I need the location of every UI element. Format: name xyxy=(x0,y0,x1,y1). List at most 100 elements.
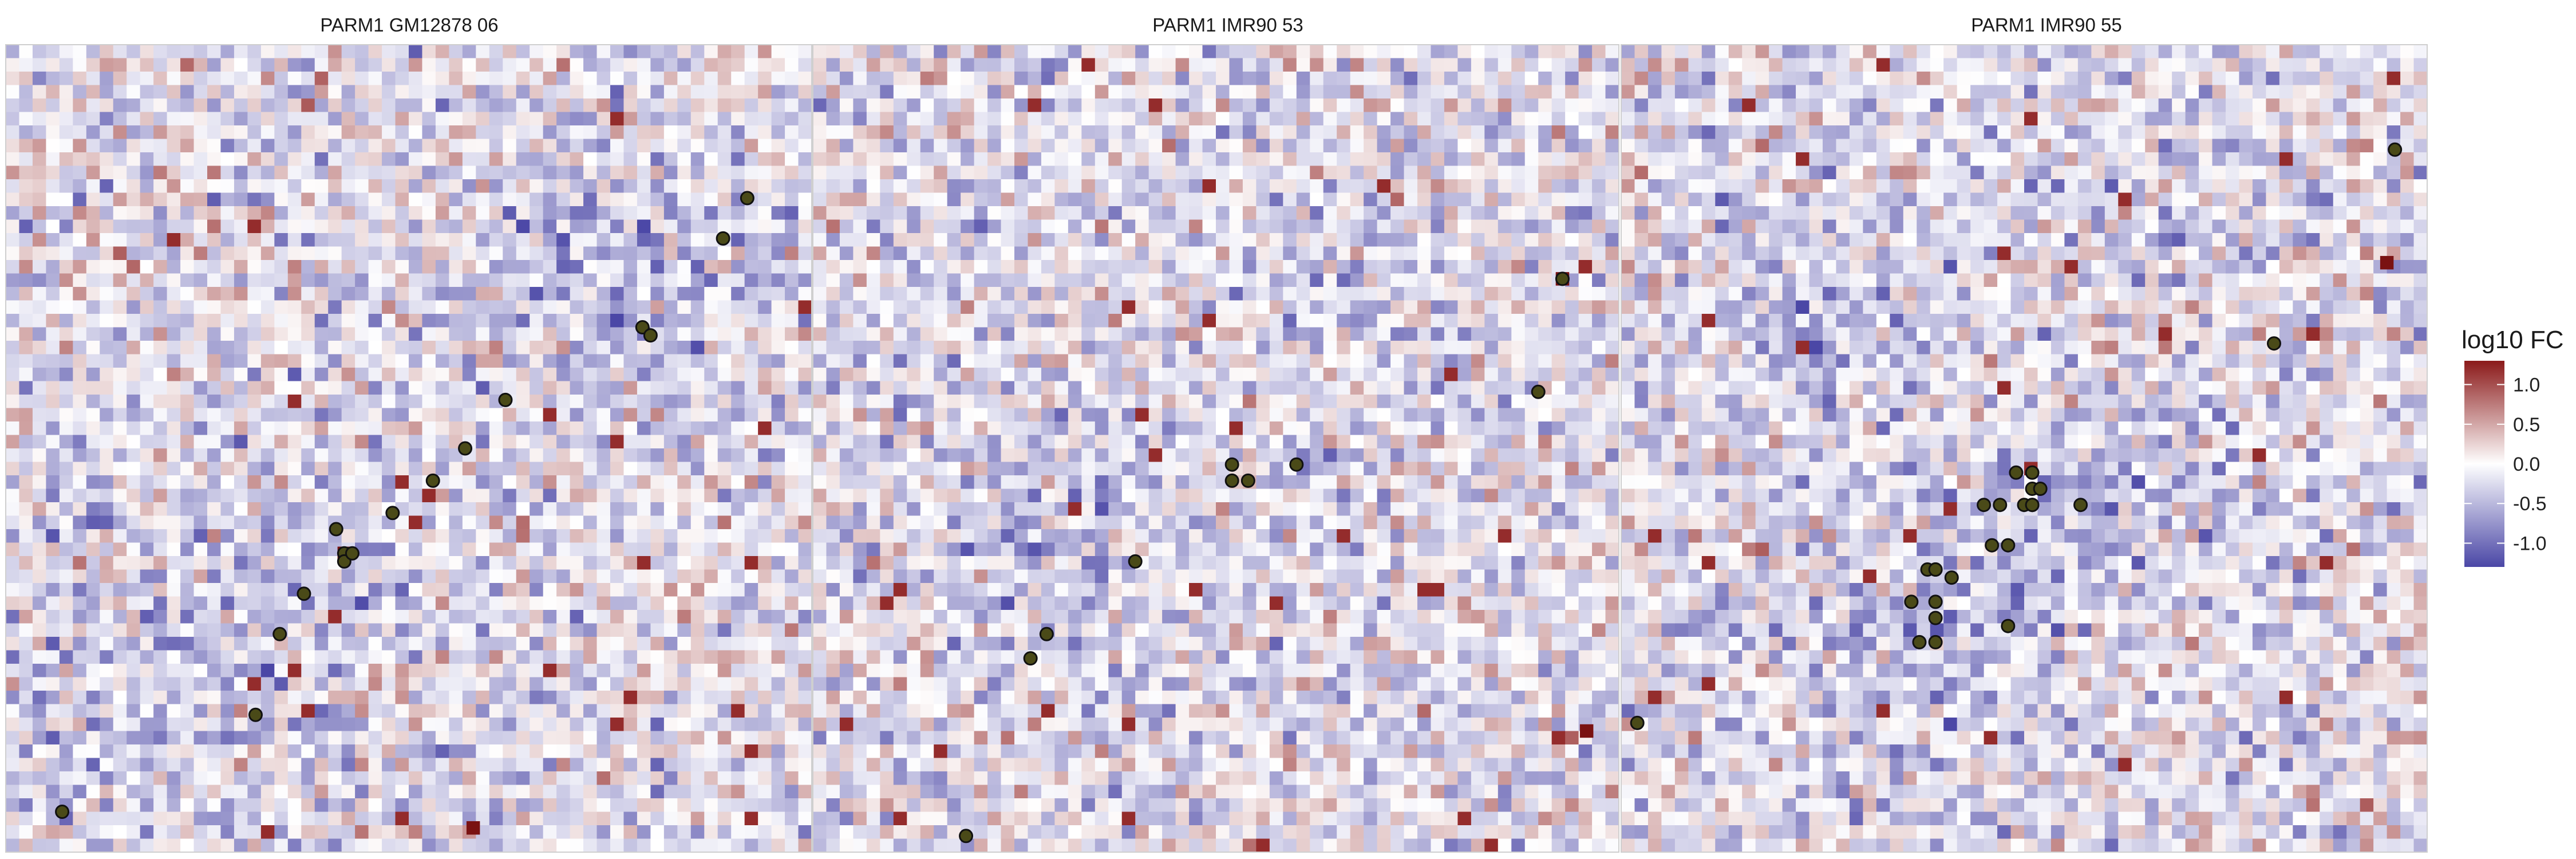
heatmap-cell xyxy=(717,219,732,234)
heatmap-cell xyxy=(6,475,20,490)
heatmap-cell xyxy=(140,825,154,840)
heatmap-cell xyxy=(382,192,396,207)
heatmap-cell xyxy=(73,341,87,355)
heatmap-cell xyxy=(1337,98,1351,113)
heatmap-cell xyxy=(556,354,571,368)
heatmap-cell xyxy=(503,556,517,570)
heatmap-cell xyxy=(961,125,975,140)
heatmap-cell xyxy=(193,664,208,678)
heatmap-cell xyxy=(907,85,921,99)
heatmap-cell xyxy=(153,327,168,341)
heatmap-cell xyxy=(798,287,812,301)
heatmap-cell xyxy=(462,139,476,153)
heatmap-cell xyxy=(853,179,867,194)
heatmap-cell xyxy=(530,166,544,180)
heatmap-cell xyxy=(1457,206,1472,220)
heatmap-cell xyxy=(489,811,503,826)
heatmap-cell xyxy=(1121,219,1136,234)
heatmap-cell xyxy=(274,502,289,517)
heatmap-cell xyxy=(1068,300,1082,314)
heatmap-cell xyxy=(1028,300,1042,314)
heatmap-cell xyxy=(127,139,141,153)
heatmap-cell xyxy=(100,704,114,718)
heatmap-cell xyxy=(543,771,557,786)
heatmap-cell xyxy=(583,691,598,705)
heatmap-cell xyxy=(650,219,665,234)
heatmap-cell xyxy=(180,637,195,651)
heatmap-cell xyxy=(731,785,745,799)
heatmap-cell xyxy=(140,381,154,395)
heatmap-cell xyxy=(234,596,248,610)
heatmap-cell xyxy=(19,58,33,72)
heatmap-cell xyxy=(301,462,315,476)
panel-title-1-text: PARM1 GM12878 06 xyxy=(320,14,498,36)
heatmap-cell xyxy=(328,408,342,422)
heatmap-cell xyxy=(798,166,812,180)
heatmap-cell xyxy=(907,341,921,355)
heatmap-cell xyxy=(1028,273,1042,287)
heatmap-cell xyxy=(476,637,490,651)
heatmap-cell xyxy=(570,448,584,463)
heatmap-cell xyxy=(758,300,772,314)
heatmap-cell xyxy=(207,502,222,517)
heatmap-cell xyxy=(1135,260,1149,274)
heatmap-cell xyxy=(193,435,208,449)
heatmap-cell xyxy=(1242,98,1257,113)
heatmap-cell xyxy=(771,287,785,301)
heatmap-cell xyxy=(1337,72,1351,86)
heatmap-cell xyxy=(663,341,678,355)
heatmap-cell xyxy=(1229,166,1243,180)
heatmap-cell xyxy=(1417,166,1432,180)
heatmap-cell xyxy=(220,569,235,584)
heatmap-cell xyxy=(100,327,114,341)
heatmap-cell xyxy=(583,677,598,691)
heatmap-cell xyxy=(771,273,785,287)
heatmap-cell xyxy=(234,341,248,355)
heatmap-cell xyxy=(530,758,544,772)
heatmap-cell xyxy=(489,112,503,126)
heatmap-cell xyxy=(866,72,880,86)
heatmap-cell xyxy=(1162,85,1176,99)
heatmap-cell xyxy=(663,354,678,368)
heatmap-cell xyxy=(193,273,208,287)
heatmap-cell xyxy=(610,341,625,355)
heatmap-cell xyxy=(583,395,598,409)
heatmap-cell xyxy=(1014,341,1029,355)
heatmap-cell xyxy=(435,771,449,786)
heatmap-cell xyxy=(341,515,355,530)
heatmap-cell xyxy=(907,112,921,126)
heatmap-cell xyxy=(140,112,154,126)
heatmap-cell xyxy=(355,206,369,220)
heatmap-cell xyxy=(880,260,894,274)
heatmap-cell xyxy=(449,811,463,826)
heatmap-cell xyxy=(328,475,342,490)
heatmap-cell xyxy=(86,785,100,799)
heatmap-cell xyxy=(934,72,948,86)
heatmap-cell xyxy=(1605,72,1619,86)
heatmap-cell xyxy=(287,152,302,167)
heatmap-cell xyxy=(355,246,369,261)
heatmap-cell xyxy=(1269,219,1283,234)
heatmap-cell xyxy=(853,314,867,328)
heatmap-cell xyxy=(422,125,436,140)
heatmap-cell xyxy=(382,798,396,813)
heatmap-cell xyxy=(73,314,87,328)
heatmap-cell xyxy=(86,327,100,341)
heatmap-cell xyxy=(771,246,785,261)
heatmap-cell xyxy=(167,408,181,422)
heatmap-cell xyxy=(435,718,449,732)
heatmap-cell xyxy=(32,192,46,207)
heatmap-cell xyxy=(677,435,692,449)
heatmap-cell xyxy=(771,381,785,395)
heatmap-cell xyxy=(86,529,100,543)
heatmap-cell xyxy=(771,838,785,853)
heatmap-cell xyxy=(704,58,718,72)
heatmap-cell xyxy=(1041,206,1055,220)
heatmap-cell xyxy=(1256,179,1270,194)
heatmap-cell xyxy=(368,556,382,570)
heatmap-cell xyxy=(1229,85,1243,99)
heatmap-cell xyxy=(556,395,571,409)
heatmap-cell xyxy=(771,475,785,490)
heatmap-cell xyxy=(1538,219,1552,234)
heatmap-cell xyxy=(813,341,827,355)
